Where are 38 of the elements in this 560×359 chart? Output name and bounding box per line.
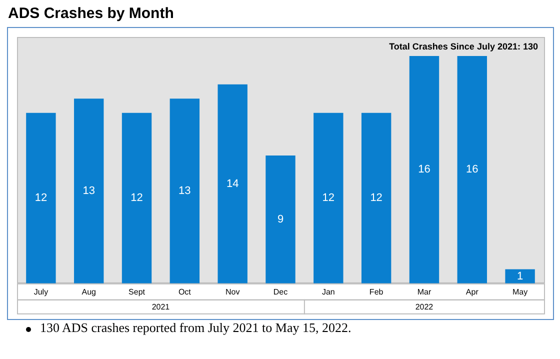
x-tick-label: Feb bbox=[369, 287, 384, 296]
x-tick-label: Sept bbox=[128, 287, 146, 296]
bar bbox=[74, 98, 104, 284]
x-tick-label: Aug bbox=[82, 287, 96, 296]
data-label: 12 bbox=[130, 192, 143, 204]
text: 2021 bbox=[152, 302, 170, 312]
bar bbox=[266, 155, 296, 284]
bar bbox=[170, 98, 200, 284]
bar bbox=[409, 56, 440, 284]
data-label: 12 bbox=[370, 192, 382, 204]
bar bbox=[218, 84, 248, 284]
x-tick-label: Apr bbox=[466, 287, 479, 296]
bar bbox=[314, 112, 344, 284]
x-tick-label: Jan bbox=[322, 287, 335, 296]
bar bbox=[361, 112, 392, 284]
data-label: 14 bbox=[226, 178, 239, 190]
x-tick-label: Dec bbox=[273, 287, 288, 296]
data-label: 16 bbox=[418, 164, 430, 176]
x-tick-label: Mar bbox=[417, 287, 432, 296]
bar bbox=[26, 112, 56, 284]
chart-title: ADS Crashes by Month bbox=[8, 5, 174, 22]
text: 2022 bbox=[415, 302, 434, 312]
data-label: 16 bbox=[466, 164, 478, 176]
data-label: 9 bbox=[277, 213, 284, 226]
data-label: 12 bbox=[322, 192, 335, 204]
x-tick-label: July bbox=[34, 287, 48, 296]
data-label: 1 bbox=[516, 270, 524, 282]
bar bbox=[505, 269, 535, 284]
data-label: 12 bbox=[34, 192, 48, 204]
text: 130 ADS crashes reported from July 2021 to May 15, 2022. bbox=[40, 320, 352, 336]
data-label: 13 bbox=[82, 185, 95, 198]
x-tick-label: Nov bbox=[225, 287, 240, 296]
x-tick-label: May bbox=[512, 287, 528, 296]
bar bbox=[457, 56, 487, 284]
text: Total Crashes Since July 2021: 130 bbox=[389, 41, 538, 52]
bar bbox=[122, 112, 152, 284]
x-tick-label: Oct bbox=[178, 287, 192, 296]
data-label: 13 bbox=[178, 185, 191, 198]
